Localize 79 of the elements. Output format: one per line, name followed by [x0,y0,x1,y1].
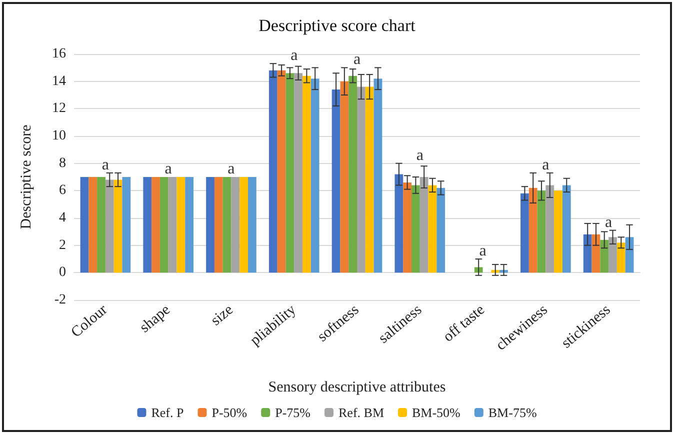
bar [277,70,286,273]
bar [365,86,374,273]
bar [554,190,562,273]
x-tick-label: off taste [440,302,488,346]
bar [592,234,600,273]
bar [583,234,592,273]
bar [248,177,256,273]
x-axis-title: Sensory descriptive attributes [268,380,446,396]
bar [520,193,529,273]
legend-label: BM-50% [412,405,461,420]
y-tick-label: 12 [52,101,66,116]
legend-label: BM-75% [488,405,537,420]
bar [268,70,278,273]
x-tick-label: shape [137,302,174,336]
bar [528,188,538,273]
bar [185,177,194,273]
bar [428,185,437,273]
bar [357,86,366,273]
x-tick-label: size [208,302,237,330]
bar [403,182,412,273]
bar [294,73,302,273]
bar [420,177,428,273]
bar [97,177,106,273]
bar [214,177,223,273]
y-tick-label: 2 [59,238,66,253]
bar [206,177,214,273]
y-tick-label: 8 [59,156,66,171]
bar [88,177,98,273]
y-tick-label: 14 [52,74,66,89]
annotation: a [102,156,109,174]
annotation: a [416,146,424,164]
bar [152,177,160,273]
bar [394,174,404,273]
bar [546,185,554,273]
y-tick-label: 6 [59,183,66,198]
annotation: a [353,51,361,68]
bar [616,242,626,273]
y-tick-label: -2 [54,292,66,308]
bar [160,177,168,273]
bar [222,177,232,273]
bar [240,177,248,273]
y-tick-label: 4 [59,210,66,226]
bar [332,90,340,273]
annotation: a [228,160,235,178]
bar [302,76,311,273]
y-tick-label: 10 [52,128,66,144]
bar [608,237,617,273]
y-axis-title: Descriptive score [18,124,34,230]
legend-label: P-50% [212,405,248,420]
bar [340,81,349,273]
bar [412,185,420,273]
y-tick-label: 0 [59,265,66,280]
bar [80,177,89,273]
annotation: a [164,160,172,178]
annotation: a [542,156,550,174]
bar [168,177,177,273]
bar [231,177,240,273]
chart-title: Descriptive score chart [258,16,416,35]
legend-label: P-75% [275,405,311,420]
annotation: a [290,47,298,64]
annotation: a [605,214,612,231]
legend-label: Ref. BM [338,405,384,420]
y-tick-label: 16 [52,46,66,62]
bar [105,180,114,273]
bar [114,180,122,273]
bar [286,73,294,273]
bar [176,177,186,273]
annotation: a [479,242,486,260]
bar [537,190,546,273]
bar [374,78,382,273]
bar [625,237,634,273]
legend-label: Ref. P [151,405,184,420]
bar [348,76,357,273]
bar [143,177,152,273]
bar [562,185,571,273]
bar [436,188,446,273]
bar [600,240,609,273]
bar [310,78,320,273]
bar [122,177,131,273]
